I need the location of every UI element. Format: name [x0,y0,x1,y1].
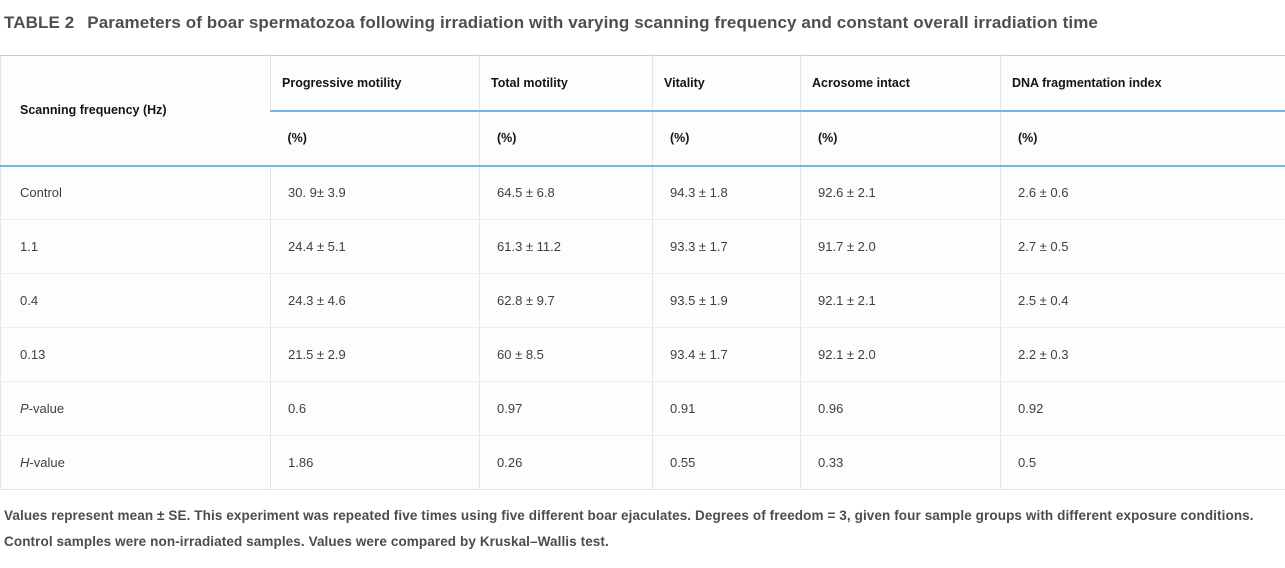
table-cell: 64.5 ± 6.8 [479,165,653,220]
table-cell: 24.3 ± 4.6 [270,273,480,328]
row-label: P-value [0,381,271,436]
table-cell: 2.6 ± 0.6 [1000,165,1285,220]
column-header-progressive-motility: Progressive motility [270,55,480,112]
parameters-table: Scanning frequency (Hz) Progressive moti… [0,55,1285,490]
row-label-rest: -value [28,401,65,416]
header-row-names: Scanning frequency (Hz) Progressive moti… [0,55,1285,167]
column-header-acrosome-intact: Acrosome intact [800,55,1001,112]
column-header-vitality: Vitality [652,55,801,112]
table-cell: 91.7 ± 2.0 [800,219,1001,274]
column-header-scanning-frequency: Scanning frequency (Hz) [0,55,271,167]
table-cell: 93.4 ± 1.7 [652,327,801,382]
table-row-0-13: 0.13 21.5 ± 2.9 60 ± 8.5 93.4 ± 1.7 92.1… [0,327,1285,382]
table-row-0-4: 0.4 24.3 ± 4.6 62.8 ± 9.7 93.5 ± 1.9 92.… [0,273,1285,328]
table-body: Control 30. 9± 3.9 64.5 ± 6.8 94.3 ± 1.8… [0,165,1285,490]
table-cell: 93.5 ± 1.9 [652,273,801,328]
unit-header: (%) [652,110,801,167]
row-label: 1.1 [0,219,271,274]
table-cell: 30. 9± 3.9 [270,165,480,220]
table-cell: 0.6 [270,381,480,436]
row-label: H-value [0,435,271,490]
table-cell: 0.33 [800,435,1001,490]
table-cell: 92.1 ± 2.0 [800,327,1001,382]
table-number-label: TABLE 2 [4,13,75,32]
unit-header: (%) [479,110,653,167]
unit-header: (%) [800,110,1001,167]
table-row-h-value: H-value 1.86 0.26 0.55 0.33 0.5 [0,435,1285,490]
header-row-units: (%) (%) (%) (%) (%) [1,110,1285,167]
row-label: Control [20,185,62,201]
row-label: 0.4 [0,273,271,328]
column-header-total-motility: Total motility [479,55,653,112]
table-caption: Parameters of boar spermatozoa following… [87,13,1098,32]
unit-header: (%) [270,110,480,167]
table-cell: 0.55 [652,435,801,490]
table-cell: 93.3 ± 1.7 [652,219,801,274]
table-cell: 94.3 ± 1.8 [652,165,801,220]
unit-header: (%) [1000,110,1285,167]
table-row-control: Control 30. 9± 3.9 64.5 ± 6.8 94.3 ± 1.8… [1,165,1285,220]
table-cell: 0.92 [1000,381,1285,436]
row-label-italic-part: H [20,455,30,470]
table-title: TABLE 2 Parameters of boar spermatozoa fo… [0,0,1285,33]
table-row-p-value: P-value 0.6 0.97 0.91 0.96 0.92 [0,381,1285,436]
table-cell: 2.7 ± 0.5 [1000,219,1285,274]
table-cell: 2.2 ± 0.3 [1000,327,1285,382]
row-label-rest: -value [29,455,65,470]
table-header: Scanning frequency (Hz) Progressive moti… [0,55,1285,167]
table-cell: 0.91 [652,381,801,436]
table-cell: 1.86 [270,435,480,490]
table-cell: 0.5 [1000,435,1285,490]
table-cell: 92.1 ± 2.1 [800,273,1001,328]
table-cell: 2.5 ± 0.4 [1000,273,1285,328]
table-cell: 61.3 ± 11.2 [479,219,653,274]
table-cell: 21.5 ± 2.9 [270,327,480,382]
table-footnote: Values represent mean ± SE. This experim… [4,508,1254,549]
row-label-italic-part: P [20,401,29,416]
table-cell: 0.97 [479,381,653,436]
table-cell: 92.6 ± 2.1 [800,165,1001,220]
table-cell: 0.26 [479,435,653,490]
row-label: 0.13 [0,327,271,382]
column-header-dna-fragmentation-index: DNA fragmentation index [1000,55,1285,112]
table-cell: 0.96 [800,381,1001,436]
table-cell: 60 ± 8.5 [479,327,653,382]
table-cell: 62.8 ± 9.7 [479,273,653,328]
table-row-1-1: 1.1 24.4 ± 5.1 61.3 ± 11.2 93.3 ± 1.7 91… [0,219,1285,274]
table-cell: 24.4 ± 5.1 [270,219,480,274]
